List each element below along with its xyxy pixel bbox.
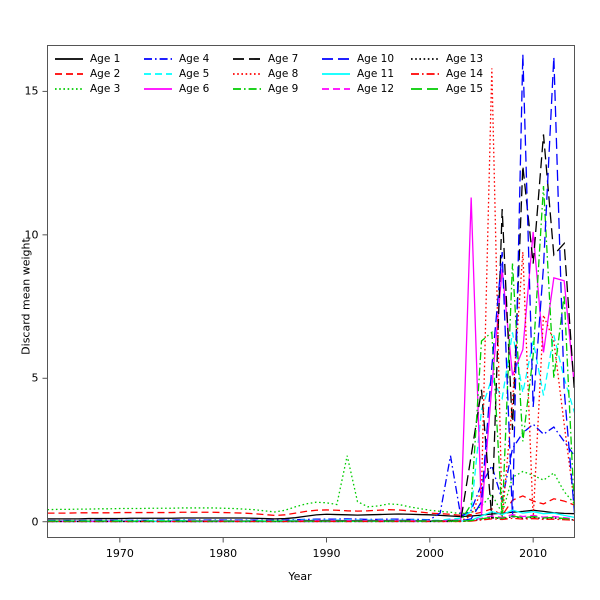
x-axis-label: Year: [288, 570, 312, 583]
legend-entry-age-9[interactable]: Age 9: [232, 83, 321, 95]
y-axis-label: Discard mean weight: [19, 238, 33, 355]
legend-label: Age 5: [179, 67, 210, 80]
legend-entry-age-12[interactable]: Age 12: [321, 83, 410, 95]
plot-frame: [47, 45, 575, 538]
legend-label: Age 15: [446, 82, 484, 95]
legend-label: Age 13: [446, 52, 484, 65]
legend-line-sample: [233, 87, 261, 90]
legend-entry-age-2[interactable]: Age 2: [54, 68, 143, 80]
series-line-age-4: [47, 423, 576, 522]
x-tick-label: 1990: [312, 546, 341, 560]
legend-label: Age 9: [268, 82, 299, 95]
legend-entry-age-8[interactable]: Age 8: [232, 68, 321, 80]
y-tick-label: 15: [24, 84, 39, 98]
legend-line-sample: [55, 72, 83, 75]
legend-entry-age-3[interactable]: Age 3: [54, 83, 143, 95]
legend-line-sample: [233, 57, 261, 60]
legend-label: Age 3: [90, 82, 121, 95]
legend-line-sample: [144, 87, 172, 90]
tick-marks: [42, 90, 534, 543]
legend-line-sample: [233, 72, 261, 75]
legend-entry-age-10[interactable]: Age 10: [321, 53, 410, 65]
legend-label: Age 11: [357, 67, 395, 80]
legend-label: Age 8: [268, 67, 299, 80]
legend-entry-age-5[interactable]: Age 5: [143, 68, 232, 80]
legend-line-sample: [55, 57, 83, 60]
legend-entry-age-15[interactable]: Age 15: [410, 83, 499, 95]
legend-entry-age-1[interactable]: Age 1: [54, 53, 143, 65]
series-layer: [47, 54, 576, 523]
legend-line-sample: [322, 57, 350, 60]
series-line-age-15: [47, 515, 575, 522]
y-tick-label: 5: [31, 371, 39, 385]
legend-entry-age-14[interactable]: Age 14: [410, 68, 499, 80]
legend-row: Age 2 Age 5 Age 8 Age 11 Age 14: [54, 66, 499, 81]
legend-label: Age 12: [357, 82, 395, 95]
legend-line-sample: [144, 57, 172, 60]
series-line-age-1: [47, 509, 575, 520]
chart-legend: Age 1 Age 4 Age 7 Age 10 Age 13 Age 2 Age 5 Age…: [48, 46, 505, 100]
legend-entry-age-11[interactable]: Age 11: [321, 68, 410, 80]
x-tick-label: 1980: [209, 546, 238, 560]
x-tick-label: 2000: [415, 546, 444, 560]
legend-entry-age-7[interactable]: Age 7: [232, 53, 321, 65]
legend-label: Age 4: [179, 52, 210, 65]
legend-entry-age-4[interactable]: Age 4: [143, 53, 232, 65]
legend-label: Age 2: [90, 67, 121, 80]
x-tick-label: 2010: [519, 546, 548, 560]
y-tick-label: 0: [31, 515, 39, 529]
legend-row: Age 3 Age 6 Age 9 Age 12 Age 15: [54, 81, 499, 96]
series-line-age-14: [47, 517, 575, 523]
y-tick-label: 10: [24, 228, 39, 242]
series-line-age-10: [47, 54, 576, 523]
series-line-age-2: [47, 495, 575, 517]
legend-entry-age-6[interactable]: Age 6: [143, 83, 232, 95]
legend-line-sample: [322, 72, 350, 75]
legend-line-sample: [411, 57, 439, 60]
series-line-age-8: [47, 68, 576, 523]
legend-line-sample: [411, 72, 439, 75]
series-line-age-3: [47, 455, 575, 515]
legend-line-sample: [322, 87, 350, 90]
x-tick-label: 1970: [105, 546, 134, 560]
legend-label: Age 1: [90, 52, 121, 65]
series-line-age-5: [47, 332, 576, 522]
legend-row: Age 1 Age 4 Age 7 Age 10 Age 13: [54, 51, 499, 66]
legend-line-sample: [411, 87, 439, 90]
legend-entry-age-13[interactable]: Age 13: [410, 53, 499, 65]
legend-label: Age 10: [357, 52, 395, 65]
series-line-age-6: [47, 197, 576, 522]
legend-label: Age 7: [268, 52, 299, 65]
legend-label: Age 6: [179, 82, 210, 95]
legend-label: Age 14: [446, 67, 484, 80]
legend-line-sample: [55, 87, 83, 90]
legend-line-sample: [144, 72, 172, 75]
